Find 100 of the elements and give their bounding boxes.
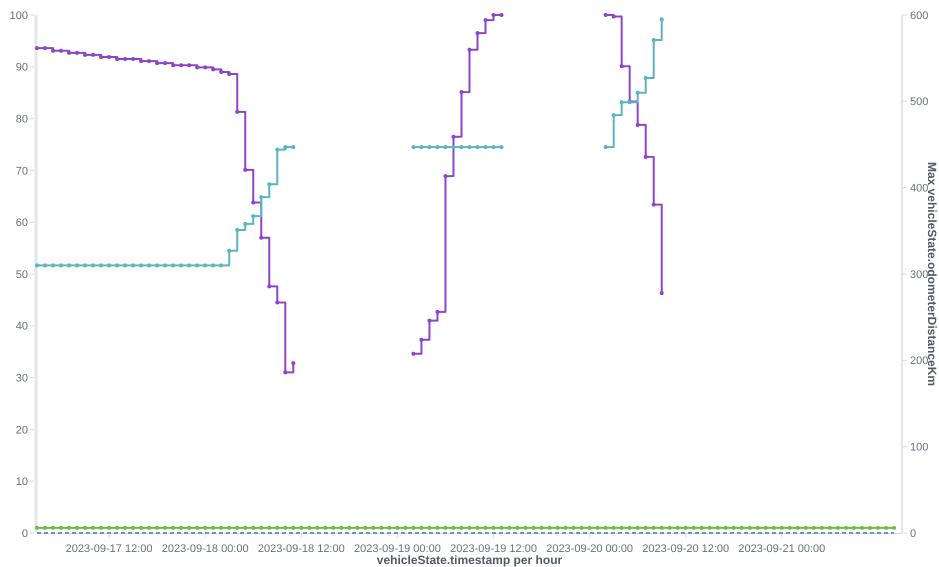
- x-tick-label: 2023-09-21 00:00: [738, 542, 826, 555]
- point: [251, 200, 256, 205]
- y-tick-label: 0: [22, 528, 28, 540]
- x-tick-label: 2023-09-20 12:00: [642, 542, 730, 555]
- point: [459, 90, 464, 94]
- point: [83, 52, 88, 57]
- point: [644, 154, 648, 159]
- point: [219, 70, 224, 74]
- point: [612, 113, 616, 118]
- x-tick-label: 2023-09-19 00:00: [354, 542, 441, 555]
- y2-tick-label: 200: [910, 355, 928, 368]
- point: [203, 65, 208, 70]
- point: [259, 236, 264, 240]
- y-tick-label: 100: [10, 10, 28, 22]
- point: [35, 46, 39, 50]
- point: [171, 63, 176, 68]
- y2-tick-label: 0: [910, 528, 916, 540]
- point: [195, 263, 200, 268]
- point: [267, 182, 272, 186]
- point: [171, 263, 176, 268]
- point: [484, 145, 488, 150]
- point: [99, 54, 104, 59]
- point: [219, 263, 224, 268]
- y-tick-label: 70: [16, 165, 28, 178]
- y-tick-label: 50: [16, 268, 28, 281]
- point: [652, 202, 656, 207]
- point: [107, 54, 112, 59]
- point: [476, 31, 480, 36]
- point: [243, 222, 248, 226]
- point: [259, 195, 264, 200]
- point: [604, 13, 608, 17]
- x-tick-label: 2023-09-17 12:00: [66, 542, 153, 555]
- point: [115, 57, 120, 62]
- point: [652, 38, 656, 42]
- point: [492, 145, 496, 150]
- point: [411, 145, 416, 150]
- point: [235, 228, 240, 232]
- point: [227, 248, 232, 253]
- point: [419, 338, 424, 342]
- y-tick-label: 80: [16, 113, 28, 126]
- point: [83, 263, 88, 268]
- point: [500, 145, 504, 150]
- point: [123, 57, 128, 62]
- point: [451, 145, 456, 150]
- x-tick-label: 2023-09-19 12:00: [450, 542, 537, 555]
- point: [660, 291, 664, 296]
- point: [75, 50, 80, 55]
- y-tick-label: 20: [16, 424, 28, 436]
- point: [620, 64, 624, 68]
- y2-tick-label: 600: [910, 10, 928, 22]
- point: [203, 263, 208, 268]
- point: [459, 145, 464, 150]
- y2-tick-label: 300: [910, 268, 928, 281]
- point: [59, 48, 64, 53]
- y-tick-label: 10: [16, 476, 28, 488]
- y-tick-label: 40: [16, 320, 28, 333]
- point: [492, 13, 496, 17]
- point: [636, 122, 640, 127]
- point: [155, 61, 160, 66]
- point: [147, 263, 152, 268]
- point: [91, 52, 96, 57]
- point: [163, 263, 168, 268]
- y-tick-label: 30: [16, 372, 28, 384]
- point: [107, 263, 112, 268]
- point: [139, 263, 144, 268]
- point: [179, 63, 184, 68]
- point: [187, 263, 192, 268]
- y2-tick-label: 400: [910, 182, 928, 195]
- y-tick-label: 90: [16, 62, 28, 74]
- point: [35, 263, 39, 268]
- point: [500, 13, 504, 17]
- point: [67, 263, 72, 268]
- point: [468, 145, 472, 150]
- point: [131, 57, 136, 62]
- x-tick-label: 2023-09-18 00:00: [162, 542, 249, 555]
- point: [131, 263, 136, 268]
- point: [443, 145, 448, 150]
- point: [419, 145, 424, 150]
- point: [283, 370, 288, 374]
- x-tick-label: 2023-09-20 00:00: [546, 542, 634, 555]
- point: [51, 48, 56, 53]
- point: [43, 263, 48, 268]
- y2-tick-label: 100: [910, 442, 928, 454]
- point: [251, 214, 256, 218]
- point: [179, 263, 184, 268]
- point: [275, 300, 280, 304]
- point: [411, 352, 416, 356]
- point: [267, 284, 272, 288]
- point: [435, 310, 440, 314]
- point: [476, 145, 480, 150]
- point: [620, 100, 624, 104]
- point: [636, 90, 640, 95]
- point: [644, 76, 648, 80]
- point: [435, 145, 440, 150]
- point: [91, 263, 96, 268]
- x-tick-label: 2023-09-18 12:00: [258, 542, 345, 555]
- point: [227, 72, 232, 76]
- point: [451, 134, 456, 139]
- point: [275, 148, 280, 152]
- point: [243, 168, 248, 172]
